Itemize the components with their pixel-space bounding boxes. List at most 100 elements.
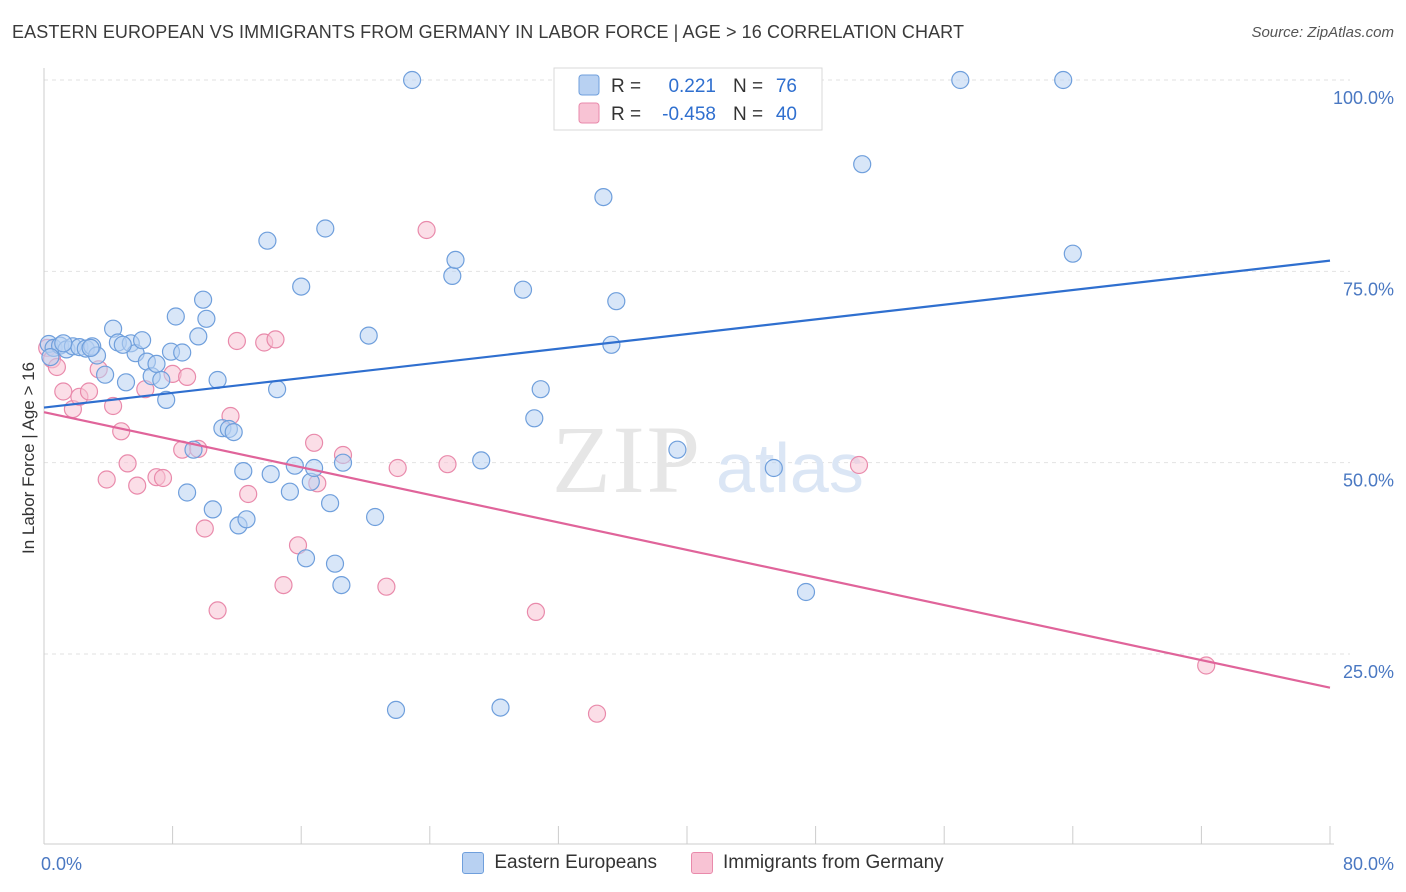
point-eastern-europeans-57 (472, 451, 491, 470)
point-immigrants-from-germany-34 (417, 220, 436, 240)
point-eastern-europeans-19 (152, 370, 171, 390)
legend-r-value-blue: 0.221 (668, 76, 716, 97)
point-immigrants-from-germany-26 (266, 330, 285, 349)
point-eastern-europeans-23 (173, 343, 192, 362)
point-eastern-europeans-22 (166, 307, 185, 326)
legend-n-value-pink: 40 (776, 104, 797, 125)
point-eastern-europeans-59 (513, 280, 533, 299)
legend-swatch-blue (578, 74, 600, 96)
point-eastern-europeans-53 (386, 700, 406, 720)
point-eastern-europeans-46 (316, 219, 335, 238)
point-immigrants-from-germany-23 (227, 331, 246, 351)
point-eastern-europeans-26 (189, 327, 208, 346)
point-eastern-europeans-40 (280, 482, 299, 501)
point-immigrants-from-germany-28 (288, 536, 308, 555)
point-eastern-europeans-43 (296, 549, 316, 568)
point-immigrants-from-germany-38 (849, 455, 869, 475)
data-points (38, 70, 1216, 723)
series-legend-label: Eastern Europeans (494, 852, 657, 873)
point-eastern-europeans-67 (796, 582, 816, 602)
point-eastern-europeans-33 (224, 423, 243, 442)
point-eastern-europeans-68 (853, 155, 872, 174)
point-eastern-europeans-61 (531, 380, 550, 399)
series-swatch-pink (691, 852, 713, 874)
point-eastern-europeans-28 (197, 309, 216, 328)
point-immigrants-from-germany-20 (195, 519, 214, 538)
point-eastern-europeans-70 (1054, 70, 1073, 90)
trend-line-immigrants-from-germany (43, 411, 1331, 689)
legend-swatch-pink (578, 102, 600, 124)
point-eastern-europeans-69 (951, 70, 970, 90)
point-immigrants-from-germany-21 (208, 601, 227, 620)
y-axis-label: In Labor Force | Age > 16 (19, 362, 38, 554)
point-eastern-europeans-36 (237, 510, 256, 529)
point-eastern-europeans-49 (332, 575, 351, 595)
point-eastern-europeans-37 (258, 231, 277, 250)
point-immigrants-from-germany-11 (118, 454, 137, 473)
point-immigrants-from-germany-15 (153, 468, 173, 488)
point-eastern-europeans-65 (668, 440, 687, 459)
point-immigrants-from-germany-10 (112, 422, 131, 441)
series-legend-item-eastern-europeans: Eastern Europeans (462, 852, 657, 874)
point-eastern-europeans-50 (333, 453, 353, 472)
point-eastern-europeans-71 (1063, 244, 1082, 263)
legend-n-value-blue: 76 (776, 76, 797, 97)
y-tick-label-0: 25.0% (1343, 662, 1394, 682)
point-eastern-europeans-55 (443, 266, 462, 285)
trend-line-eastern-europeans (43, 259, 1331, 409)
point-eastern-europeans-38 (261, 465, 280, 484)
series-swatch-blue (462, 852, 485, 874)
point-immigrants-from-germany-36 (526, 602, 546, 622)
series-legend-label: Immigrants from Germany (723, 852, 944, 873)
legend-n-label-blue: N = (733, 76, 763, 97)
point-immigrants-from-germany-24 (239, 484, 258, 504)
series-legend-item-immigrants-from-germany: Immigrants from Germany (691, 852, 944, 874)
point-eastern-europeans-18 (147, 354, 166, 373)
legend-r-label-blue: R = (611, 76, 641, 97)
point-eastern-europeans-29 (203, 500, 222, 519)
point-immigrants-from-germany-27 (274, 575, 293, 595)
point-immigrants-from-germany-6 (79, 382, 99, 401)
point-eastern-europeans-62 (594, 188, 613, 207)
point-eastern-europeans-24 (178, 483, 197, 502)
y-tick-label-3: 100.0% (1333, 88, 1394, 108)
point-eastern-europeans-74 (81, 338, 100, 357)
point-eastern-europeans-64 (607, 292, 626, 311)
point-immigrants-from-germany-9 (103, 396, 123, 416)
point-immigrants-from-germany-12 (128, 476, 147, 495)
y-tick-label-1: 50.0% (1343, 471, 1394, 491)
chart-source: Source: ZipAtlas.com (1251, 24, 1394, 41)
x-tick-label-0: 0.0% (41, 854, 82, 874)
point-eastern-europeans-72 (41, 348, 60, 367)
tick-labels: 25.0% 50.0% 75.0% 100.0% 0.0% 80.0% (41, 88, 1394, 874)
trend-lines (43, 259, 1331, 689)
point-eastern-europeans-51 (359, 326, 378, 345)
grid-lines (44, 79, 1350, 655)
point-eastern-europeans-12 (116, 373, 136, 392)
stats-legend: R = 0.221 N = 76 R = -0.458 N = 40 (553, 67, 823, 131)
point-eastern-europeans-47 (321, 494, 340, 513)
watermark-atlas: atlas (716, 429, 864, 507)
point-eastern-europeans-73 (54, 334, 73, 353)
point-eastern-europeans-15 (133, 331, 152, 350)
point-immigrants-from-germany-29 (305, 433, 324, 452)
point-eastern-europeans-52 (366, 507, 385, 527)
point-eastern-europeans-42 (292, 277, 311, 296)
legend-n-label-pink: N = (733, 104, 763, 125)
point-immigrants-from-germany-3 (54, 382, 73, 401)
point-immigrants-from-germany-18 (178, 367, 197, 386)
point-eastern-europeans-75 (113, 335, 132, 354)
x-tick-label-1: 80.0% (1343, 854, 1394, 874)
point-immigrants-from-germany-35 (438, 455, 457, 474)
point-immigrants-from-germany-37 (587, 704, 607, 723)
point-eastern-europeans-54 (403, 70, 422, 90)
point-eastern-europeans-27 (194, 290, 213, 309)
watermark: ZIP atlas (552, 406, 864, 513)
point-eastern-europeans-39 (268, 380, 287, 399)
point-eastern-europeans-56 (446, 250, 465, 269)
series-legend: Eastern Europeans Immigrants from German… (0, 852, 1406, 874)
legend-r-label-pink: R = (611, 104, 641, 125)
axes (43, 68, 1334, 845)
point-eastern-europeans-9 (95, 365, 115, 384)
